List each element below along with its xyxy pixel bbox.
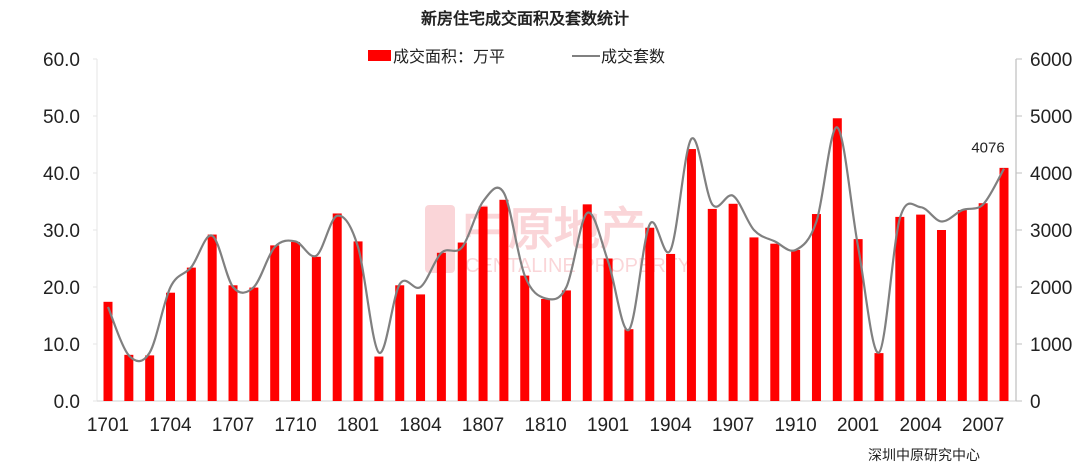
y2-tick-label: 1000 xyxy=(1030,335,1072,356)
legend-bar-swatch xyxy=(368,50,391,61)
axis-labels: 0.0 10.0 20.0 30.0 40.0 50.0 60.0 0 1000 2000 3000… xyxy=(43,50,1072,436)
bar xyxy=(666,253,676,401)
x-tick-label: 2004 xyxy=(900,415,943,436)
legend-line-label: 成交套数 xyxy=(601,47,665,66)
bar xyxy=(978,203,988,401)
bar xyxy=(707,208,717,401)
y2-tick-label: 5000 xyxy=(1030,107,1072,128)
bar xyxy=(353,241,363,401)
bar xyxy=(374,356,384,401)
x-tick-label: 2007 xyxy=(962,415,1004,436)
watermark-cn: 中原地产 xyxy=(462,202,646,256)
bar xyxy=(582,204,592,401)
bar xyxy=(791,249,801,401)
bar xyxy=(395,285,405,401)
bar xyxy=(499,199,509,401)
bar xyxy=(478,206,488,401)
bar xyxy=(603,258,613,401)
bar xyxy=(957,210,967,401)
bar xyxy=(624,329,634,401)
watermark-seal-icon xyxy=(425,205,455,273)
y2-tick-label: 6000 xyxy=(1030,50,1072,71)
trend-line xyxy=(106,126,1005,363)
x-tick-label: 1704 xyxy=(149,415,192,436)
y-tick-label: 50.0 xyxy=(43,107,80,128)
y-tick-label: 40.0 xyxy=(43,164,80,185)
legend-bar-label: 成交面积：万平 xyxy=(393,47,505,66)
x-tick-label: 1804 xyxy=(399,415,442,436)
chart-title: 新房住宅成交面积及套数统计 xyxy=(421,9,629,28)
bar xyxy=(561,290,571,401)
bar xyxy=(457,242,467,401)
bar xyxy=(416,294,426,401)
bar xyxy=(874,353,884,401)
bar xyxy=(436,252,446,401)
bar xyxy=(291,241,301,401)
y-tick-label: 60.0 xyxy=(43,50,80,71)
x-tick-label: 1807 xyxy=(462,415,504,436)
bar xyxy=(311,256,321,401)
bar xyxy=(541,298,551,401)
y-tick-label: 30.0 xyxy=(43,221,80,242)
bar xyxy=(895,216,905,401)
bar xyxy=(166,292,176,401)
bar xyxy=(936,230,946,401)
bar xyxy=(999,167,1009,401)
data-label: 4076 xyxy=(971,140,1004,157)
bar xyxy=(270,245,280,401)
bar xyxy=(332,213,342,401)
bar xyxy=(228,285,238,401)
y2-tick-label: 4000 xyxy=(1030,164,1072,185)
bar xyxy=(124,354,134,401)
bar xyxy=(186,267,196,401)
bar xyxy=(645,227,655,401)
x-tick-label: 1707 xyxy=(212,415,254,436)
bar xyxy=(916,214,926,401)
bar xyxy=(811,214,821,401)
bar xyxy=(249,287,259,401)
x-tick-label: 1907 xyxy=(712,415,754,436)
x-tick-label: 1801 xyxy=(337,415,379,436)
x-tick-label: 1910 xyxy=(774,415,816,436)
x-tick-label: 1710 xyxy=(274,415,316,436)
y2-tick-label: 0 xyxy=(1030,392,1041,413)
x-tick-label: 1701 xyxy=(87,415,129,436)
y2-tick-label: 2000 xyxy=(1030,278,1072,299)
x-tick-label: 2001 xyxy=(837,415,879,436)
watermark-en: CENTALINE PROPERTY xyxy=(465,255,691,277)
y-tick-label: 10.0 xyxy=(43,335,80,356)
bar xyxy=(770,243,780,401)
bar xyxy=(832,118,842,401)
x-tick-label: 1810 xyxy=(524,415,566,436)
bar-series xyxy=(103,118,1009,401)
y-tick-label: 0.0 xyxy=(54,392,80,413)
bar xyxy=(207,234,217,401)
bar xyxy=(103,301,113,401)
line-series xyxy=(106,126,1005,363)
bar xyxy=(145,355,155,401)
legend: 成交面积：万平 成交套数 xyxy=(368,47,665,66)
bar xyxy=(853,239,863,401)
y-tick-label: 20.0 xyxy=(43,278,80,299)
x-tick-label: 1904 xyxy=(649,415,692,436)
y2-tick-label: 3000 xyxy=(1030,221,1072,242)
bar xyxy=(749,237,759,401)
bar xyxy=(728,203,738,401)
bar xyxy=(520,275,530,401)
bar xyxy=(686,149,696,401)
x-tick-label: 1901 xyxy=(587,415,629,436)
source-label: 深圳中原研究中心 xyxy=(868,448,980,464)
